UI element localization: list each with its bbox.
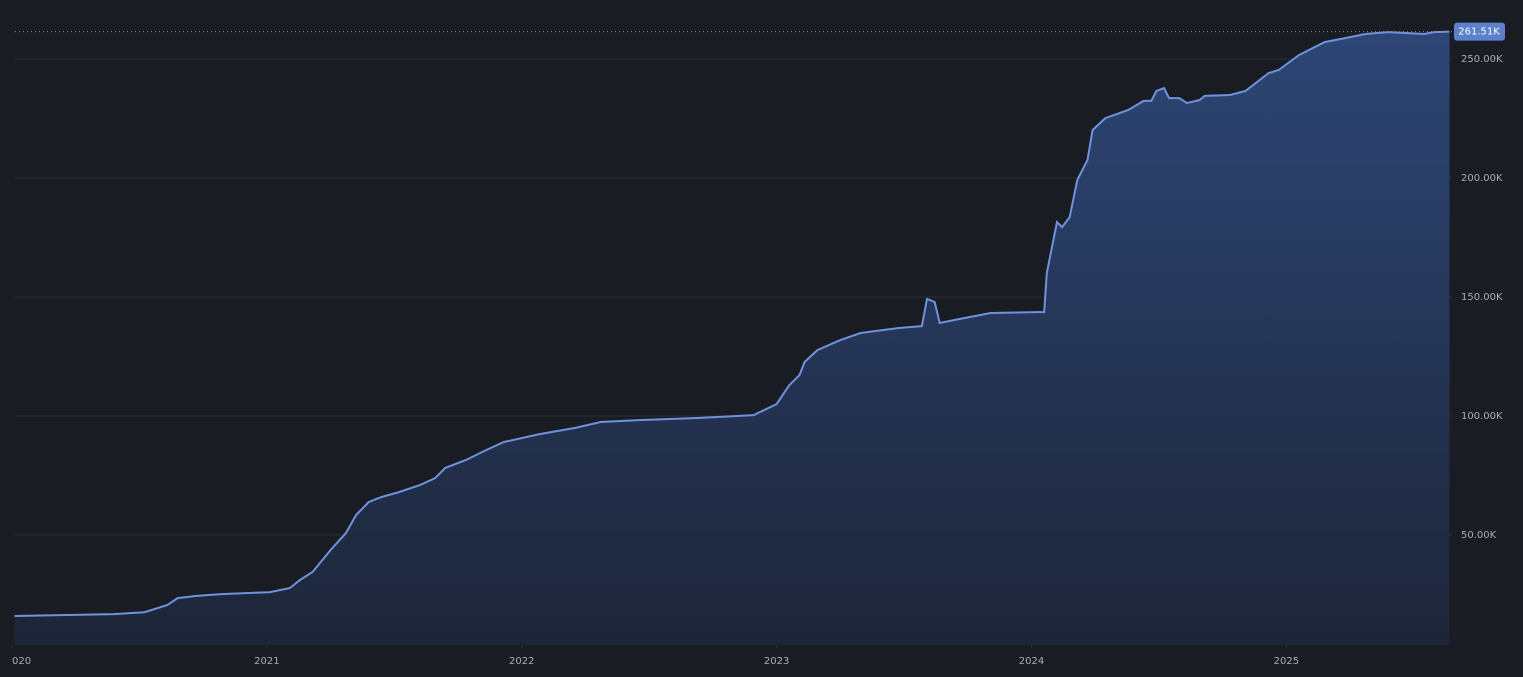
y-tick-label: 150.00K [1461, 292, 1503, 303]
y-tick-label: 100.00K [1461, 411, 1503, 422]
y-tick-label: 200.00K [1461, 173, 1503, 184]
x-tick-label: 2024 [1019, 656, 1044, 667]
y-tick-label: 50.00K [1461, 530, 1497, 541]
area [14, 31, 1450, 646]
x-tick-label: 2021 [254, 656, 279, 667]
x-tick-label: 2025 [1274, 656, 1299, 667]
line [14, 30, 1450, 617]
last-value-badge [1454, 22, 1505, 41]
x-tick-label: 2022 [509, 656, 534, 667]
last-value-label: 261.51K [1458, 27, 1500, 38]
x-tick-label: 2023 [764, 656, 789, 667]
y-tick-label: 250.00K [1461, 54, 1503, 65]
x-tick-label: 020 [12, 656, 31, 667]
